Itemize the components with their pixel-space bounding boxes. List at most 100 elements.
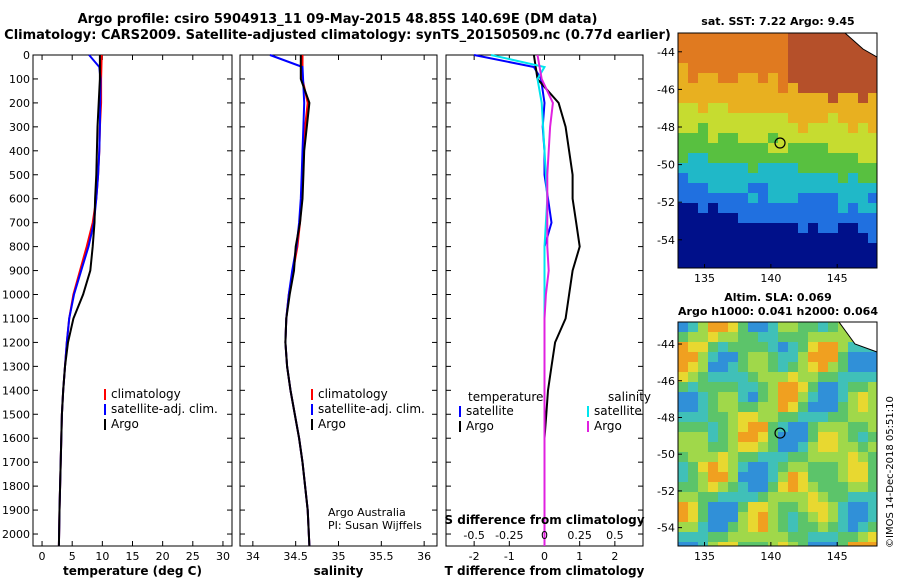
sst_map-cell: [688, 253, 698, 263]
sla_map-cell: [778, 462, 788, 472]
sla_map-cell: [788, 372, 798, 382]
sla_map-cell: [728, 412, 738, 422]
sla_map-cell: [678, 332, 688, 342]
sla_map-cell: [798, 542, 808, 546]
sla_map-cell: [698, 462, 708, 472]
sst_map-cell: [778, 83, 788, 93]
sst_map-cell: [688, 223, 698, 233]
sla_map-cell: [758, 362, 768, 372]
sst_map-cell: [798, 63, 808, 73]
sst_map-cell: [798, 183, 808, 193]
sst_map-cell: [718, 113, 728, 123]
sst_map-cell: [858, 73, 868, 83]
sst_map-cell: [728, 53, 738, 63]
sst_map-cell: [808, 123, 818, 133]
sst_map-cell: [828, 173, 838, 183]
sst_map-cell: [708, 253, 718, 263]
sst_map-cell: [858, 123, 868, 133]
sst_map-cell: [758, 153, 768, 163]
sst_map-cell: [708, 93, 718, 103]
sst_map-cell: [778, 63, 788, 73]
sla_map-cell: [718, 532, 728, 542]
y-tick-label: 800: [9, 241, 30, 254]
sst_map-cell: [788, 213, 798, 223]
sla_map-cell: [738, 442, 748, 452]
sst_map-cell: [838, 103, 848, 113]
sst_map-cell: [748, 193, 758, 203]
sla_map-cell: [778, 452, 788, 462]
sla_map-cell: [778, 482, 788, 492]
y-tick-label: 900: [9, 265, 30, 278]
sst_map-cell: [778, 143, 788, 153]
sst_map-cell: [768, 63, 778, 73]
sla_map-cell: [708, 342, 718, 352]
sst_map-cell: [768, 143, 778, 153]
sla_map-cell: [808, 462, 818, 472]
sla_map-cell: [678, 482, 688, 492]
sst_map-cell: [838, 173, 848, 183]
sst_map-cell: [848, 173, 858, 183]
sst_map-cell: [748, 263, 758, 268]
sst_map-cell: [728, 213, 738, 223]
sst_map-cell: [708, 53, 718, 63]
sla_map-cell: [688, 532, 698, 542]
sst_map-cell: [708, 223, 718, 233]
sst_map-cell: [688, 203, 698, 213]
sst_map-cell: [708, 123, 718, 133]
sla_map-cell: [818, 532, 828, 542]
sla_map-cell: [708, 512, 718, 522]
sst_map-cell: [778, 163, 788, 173]
sst_map-cell: [728, 193, 738, 203]
sla_map-cell: [688, 512, 698, 522]
sst_map-cell: [868, 193, 877, 203]
sla_map-cell: [738, 542, 748, 546]
sla_map-cell: [758, 532, 768, 542]
sla_map-cell: [788, 532, 798, 542]
sst_map-cell: [798, 163, 808, 173]
sst_map-cell: [768, 93, 778, 103]
sla_map-cell: [748, 462, 758, 472]
sst_map-cell: [838, 223, 848, 233]
sla_map-cell: [698, 412, 708, 422]
sla_map-cell: [728, 482, 738, 492]
sst_map-cell: [768, 193, 778, 203]
sla_map-cell: [788, 382, 798, 392]
sla_map-cell: [858, 482, 868, 492]
sla_map-cell: [698, 532, 708, 542]
sla_map-cell: [708, 492, 718, 502]
sst_map-cell: [728, 63, 738, 73]
sst_map-cell: [778, 53, 788, 63]
sst_map-cell: [718, 143, 728, 153]
sst_map-cell: [748, 73, 758, 83]
sla_map-cell: [858, 442, 868, 452]
sla_map-cell: [848, 362, 858, 372]
sst_map-cell: [678, 63, 688, 73]
sla_map-cell: [838, 452, 848, 462]
sla_map-cell: [768, 452, 778, 462]
sla_map-cell: [858, 512, 868, 522]
y-tick-label: 500: [9, 169, 30, 182]
y-tick-label: 2000: [2, 528, 30, 541]
y-tick-label: 1500: [2, 408, 30, 421]
sla_map-cell: [838, 362, 848, 372]
sla_map-ytick-label: -52: [657, 485, 675, 498]
sla_map-cell: [858, 542, 868, 546]
sla_map-cell: [778, 322, 788, 332]
sla_map-cell: [678, 512, 688, 522]
sla_map-cell: [768, 482, 778, 492]
sla_map-ytick-label: -44: [657, 338, 675, 351]
sst_map-cell: [818, 253, 828, 263]
sla_map-cell: [858, 522, 868, 532]
sla_map-cell: [828, 392, 838, 402]
sla_map-cell: [838, 332, 848, 342]
temperature-legend-label: satellite-adj. clim.: [111, 402, 218, 416]
sst_map-frame: [677, 32, 878, 269]
sst_map-cell: [698, 173, 708, 183]
sst_map-cell: [778, 43, 788, 53]
sst_map-cell: [858, 113, 868, 123]
sst_map-cell: [708, 263, 718, 268]
sla_map-cell: [678, 362, 688, 372]
sla_map-cell: [688, 362, 698, 372]
sst_map-cell: [818, 83, 828, 93]
sst_map-cell: [698, 93, 708, 103]
